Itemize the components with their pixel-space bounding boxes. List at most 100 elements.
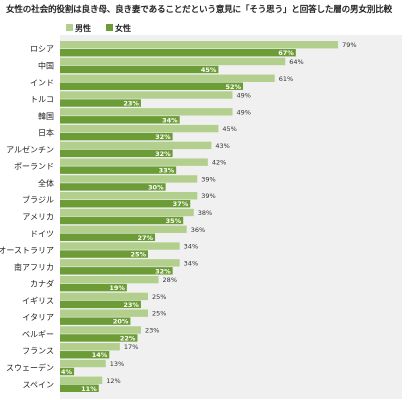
data-label-male: 25% bbox=[152, 310, 166, 318]
bar-male bbox=[60, 108, 233, 116]
data-label-male: 64% bbox=[289, 58, 303, 66]
data-label-female: 4% bbox=[61, 368, 73, 376]
bar-male bbox=[60, 57, 286, 66]
data-label-male: 12% bbox=[106, 377, 120, 385]
bar-female bbox=[60, 149, 173, 158]
bar-male bbox=[60, 175, 198, 183]
data-label-female: 32% bbox=[155, 150, 171, 158]
data-label-male: 61% bbox=[279, 75, 293, 83]
data-label-male: 17% bbox=[124, 343, 138, 351]
bar-male bbox=[60, 225, 187, 233]
bar-male bbox=[60, 91, 233, 99]
chart-title: 女性の社会的役割は良き母、良き妻であることだという意見に「そう思う」と回答した層… bbox=[6, 5, 393, 15]
data-label-female: 35% bbox=[166, 217, 182, 225]
data-label-female: 67% bbox=[278, 49, 294, 57]
bar-male bbox=[60, 242, 180, 250]
data-label-female: 33% bbox=[159, 167, 175, 175]
data-label-male: 49% bbox=[236, 108, 250, 116]
data-label-female: 22% bbox=[120, 334, 136, 342]
bar-male bbox=[60, 74, 275, 82]
bar-male bbox=[60, 326, 141, 334]
bar-female bbox=[60, 283, 127, 292]
data-label-male: 36% bbox=[191, 226, 205, 234]
category-label: ブラジル bbox=[22, 195, 54, 205]
category-label: フランス bbox=[22, 347, 54, 356]
bar-female bbox=[60, 216, 184, 225]
bar-female bbox=[60, 116, 180, 124]
data-label-female: 27% bbox=[137, 234, 153, 242]
data-label-female: 11% bbox=[81, 385, 97, 393]
category-label: ロシア bbox=[30, 45, 54, 54]
bar-female bbox=[60, 351, 110, 359]
bar-female bbox=[60, 233, 156, 241]
category-label: オーストラリア bbox=[0, 246, 54, 255]
data-label-female: 32% bbox=[155, 133, 171, 141]
category-label: スウェーデン bbox=[6, 363, 54, 373]
bar-male bbox=[60, 208, 194, 217]
category-label: イタリア bbox=[22, 313, 54, 322]
bar-male bbox=[60, 292, 148, 301]
bar-female bbox=[60, 166, 177, 174]
bar-female bbox=[60, 65, 219, 74]
bar-male bbox=[60, 376, 103, 384]
legend-label: 女性 bbox=[115, 23, 131, 33]
category-label: ベルギー bbox=[22, 330, 54, 339]
data-label-male: 23% bbox=[145, 326, 159, 334]
category-label: ドイツ bbox=[30, 229, 54, 238]
data-label-male: 42% bbox=[212, 159, 226, 167]
category-label: 全体 bbox=[38, 178, 54, 188]
data-label-female: 37% bbox=[173, 200, 189, 208]
bar-female bbox=[60, 250, 148, 258]
category-label: ポーランド bbox=[14, 162, 54, 171]
bar-male bbox=[60, 275, 159, 284]
data-label-female: 32% bbox=[155, 267, 171, 275]
category-label: トルコ bbox=[30, 95, 54, 104]
bar-female bbox=[60, 82, 244, 90]
bar-female bbox=[60, 334, 138, 342]
category-label: 南アフリカ bbox=[14, 262, 54, 272]
bar-female bbox=[60, 99, 141, 107]
data-label-female: 30% bbox=[148, 183, 164, 191]
bar-male bbox=[60, 158, 208, 166]
data-label-female: 25% bbox=[130, 251, 146, 259]
bar-male bbox=[60, 309, 148, 317]
category-label: スペイン bbox=[23, 380, 54, 389]
data-label-female: 23% bbox=[123, 301, 139, 309]
legend-label: 男性 bbox=[75, 23, 91, 33]
bar-female bbox=[60, 367, 75, 376]
category-label: 韓国 bbox=[38, 111, 54, 121]
bar-male bbox=[60, 124, 219, 133]
data-label-male: 39% bbox=[201, 175, 215, 183]
data-label-female: 14% bbox=[92, 351, 108, 359]
bar-female bbox=[60, 49, 296, 57]
category-label: 中国 bbox=[38, 60, 54, 70]
data-label-female: 19% bbox=[109, 284, 125, 292]
bar-female bbox=[60, 317, 131, 325]
data-label-male: 34% bbox=[184, 243, 198, 251]
bar-male bbox=[60, 359, 106, 368]
bar-male bbox=[60, 259, 180, 267]
bar-female bbox=[60, 132, 173, 141]
category-label: アルゼンチン bbox=[6, 144, 54, 154]
category-label: アメリカ bbox=[22, 213, 54, 222]
data-label-female: 52% bbox=[225, 83, 241, 91]
bar-male bbox=[60, 41, 339, 49]
data-label-male: 13% bbox=[110, 360, 124, 368]
data-label-female: 23% bbox=[123, 100, 139, 108]
bar-female bbox=[60, 183, 166, 191]
data-label-female: 34% bbox=[162, 116, 178, 124]
bar-male bbox=[60, 141, 212, 150]
data-label-female: 45% bbox=[201, 66, 217, 74]
data-label-male: 38% bbox=[198, 209, 212, 217]
bar-male bbox=[60, 343, 120, 351]
data-label-male: 39% bbox=[201, 192, 215, 200]
category-label: 日本 bbox=[38, 128, 54, 138]
data-label-male: 34% bbox=[184, 259, 198, 267]
data-label-male: 25% bbox=[152, 293, 166, 301]
data-label-male: 49% bbox=[236, 92, 250, 100]
data-label-male: 45% bbox=[222, 125, 236, 133]
legend-swatch bbox=[66, 24, 73, 31]
legend-swatch bbox=[106, 24, 113, 31]
category-label: インド bbox=[30, 78, 54, 87]
